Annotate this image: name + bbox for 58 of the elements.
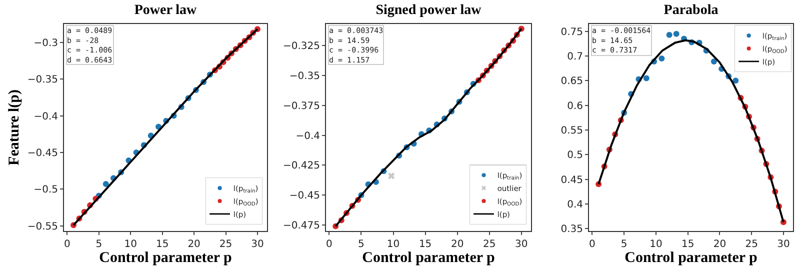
x-tick-label: 5 — [96, 239, 102, 250]
y-tick-label: 0.4 — [567, 199, 583, 210]
x-tick-label: 20 — [713, 239, 726, 250]
y-tick-label: −0.5 — [34, 184, 58, 196]
y-tick-label: −0.3 — [34, 38, 58, 49]
point — [732, 78, 739, 84]
point — [388, 172, 395, 180]
x-axis-title: Control parameter p — [362, 250, 495, 266]
point — [710, 58, 717, 64]
x-axis-title: Control parameter p — [624, 250, 758, 266]
y-tick-label: −0.35 — [27, 74, 58, 86]
x-tick-label: 0 — [64, 239, 70, 250]
x-tick-label: 30 — [515, 239, 528, 250]
y-axis-title: Feature l(p) — [6, 90, 23, 166]
y-tick-label: 0.7 — [567, 52, 583, 63]
y-tick-label: 0.55 — [560, 125, 583, 136]
point — [102, 181, 109, 188]
x-tick-label: 25 — [482, 239, 496, 250]
x-tick-label: 5 — [358, 239, 364, 250]
x-tick-label: 30 — [777, 239, 790, 250]
x-tick-label: 20 — [188, 239, 200, 250]
x-tick-label: 25 — [745, 239, 758, 250]
y-tick-label: −0.325 — [282, 41, 320, 52]
y-tick-label: −0.4 — [34, 111, 58, 122]
x-axis-title: Control parameter p — [99, 250, 232, 266]
x-tick-label: 15 — [681, 239, 694, 250]
y-tick-label: −0.45 — [27, 148, 58, 159]
x-tick-label: 25 — [219, 239, 232, 250]
x-tick-label: 10 — [650, 239, 662, 250]
point — [666, 32, 672, 38]
y-tick-label: −0.55 — [27, 221, 58, 232]
y-tick-label: 0.75 — [560, 26, 583, 38]
y-tick-label: 0.35 — [560, 224, 583, 236]
x-tick-label: 30 — [251, 239, 264, 250]
x-tick-label: 15 — [418, 239, 432, 250]
chart-title: Signed power law — [376, 2, 482, 18]
point — [673, 30, 680, 37]
chart-title: Parabola — [664, 2, 718, 18]
y-tick-label: 0.45 — [560, 174, 583, 186]
chart-title: Power law — [134, 2, 198, 18]
point — [643, 75, 650, 82]
x-tick-label: 15 — [156, 239, 169, 250]
x-tick-label: 5 — [620, 239, 628, 250]
x-tick-label: 0 — [326, 239, 332, 250]
x-tick-label: 10 — [124, 239, 137, 250]
y-tick-label: 0.65 — [560, 76, 583, 88]
y-tick-label: 0.6 — [567, 100, 583, 112]
x-tick-label: 0 — [589, 239, 596, 250]
y-tick-label: −0.425 — [282, 160, 320, 172]
y-tick-label: −0.4 — [296, 130, 320, 142]
y-tick-label: −0.45 — [289, 190, 320, 202]
y-tick-label: −0.475 — [282, 220, 320, 232]
y-tick-label: −0.375 — [282, 100, 320, 112]
x-tick-label: 10 — [386, 239, 400, 250]
point — [658, 56, 665, 62]
x-tick-label: 20 — [450, 239, 464, 250]
y-tick-label: 0.5 — [567, 150, 583, 162]
y-tick-label: −0.35 — [289, 70, 320, 82]
